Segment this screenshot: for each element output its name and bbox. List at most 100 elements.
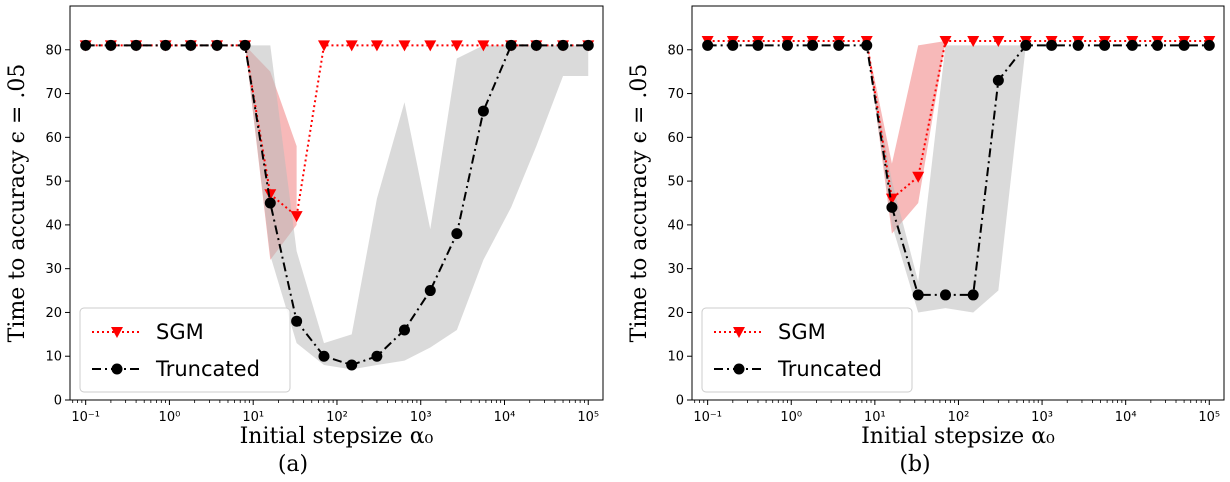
point-truncated bbox=[582, 39, 594, 51]
y-tick-label: 70 bbox=[45, 87, 62, 102]
x-tick-label: 10¹ bbox=[242, 410, 264, 425]
legend-label: SGM bbox=[156, 320, 204, 344]
point-sgm bbox=[939, 36, 952, 48]
point-sgm bbox=[967, 36, 980, 48]
x-tick-label: 10³ bbox=[1031, 410, 1053, 425]
x-tick-label: 10⁰ bbox=[159, 410, 181, 425]
point-truncated bbox=[807, 39, 819, 51]
y-tick-label: 0 bbox=[676, 394, 684, 409]
point-sgm bbox=[450, 40, 463, 52]
point-truncated bbox=[424, 285, 436, 297]
legend-marker-sgm bbox=[111, 327, 123, 338]
point-truncated bbox=[185, 39, 197, 51]
y-tick-label: 60 bbox=[667, 131, 684, 146]
point-truncated bbox=[398, 324, 410, 336]
y-tick-label: 30 bbox=[667, 262, 684, 277]
point-sgm bbox=[424, 40, 437, 52]
x-tick-label: 10² bbox=[326, 410, 348, 425]
chart-panel-2: 0 10 20 30 40 50 60 70 80 10⁻¹ 10⁰ 10¹ 10² 10³ 10⁴ 10⁵ I… bbox=[627, 5, 1225, 477]
point-truncated bbox=[451, 228, 463, 240]
point-truncated bbox=[505, 39, 517, 51]
legend-label: SGM bbox=[778, 320, 826, 344]
x-tick-label: 10² bbox=[948, 410, 970, 425]
y-tick-label: 70 bbox=[667, 87, 684, 102]
y-tick-label: 10 bbox=[45, 350, 62, 365]
band-truncated bbox=[245, 45, 589, 370]
legend-marker-truncated bbox=[733, 363, 745, 375]
point-truncated bbox=[477, 105, 489, 117]
point-truncated bbox=[130, 39, 142, 51]
point-truncated bbox=[781, 39, 793, 51]
point-truncated bbox=[557, 39, 569, 51]
x-tick-label: 10⁵ bbox=[577, 410, 599, 425]
point-sgm bbox=[912, 171, 925, 183]
point-truncated bbox=[752, 39, 764, 51]
y-axis-label: Time to accuracy ϵ = .05 bbox=[627, 64, 652, 343]
point-truncated bbox=[940, 289, 952, 301]
point-truncated bbox=[160, 39, 172, 51]
legend-marker-truncated bbox=[111, 363, 123, 375]
y-tick-label: 40 bbox=[667, 218, 684, 233]
x-axis-label: Initial stepsize α₀ bbox=[861, 424, 1055, 449]
point-truncated bbox=[1126, 39, 1138, 51]
point-sgm bbox=[477, 40, 490, 52]
y-tick-label: 30 bbox=[45, 262, 62, 277]
legend-label: Truncated bbox=[777, 357, 882, 381]
point-truncated bbox=[80, 39, 92, 51]
y-tick-label: 20 bbox=[45, 306, 62, 321]
point-sgm bbox=[317, 40, 330, 52]
point-sgm bbox=[370, 40, 383, 52]
y-axis-label: Time to accuracy ϵ = .05 bbox=[5, 64, 30, 343]
x-tick-label: 10⁻¹ bbox=[693, 410, 722, 425]
chart-panel-1: 0 10 20 30 40 50 60 70 80 10⁻¹ 10⁰ 10¹ 10² 10³ 10⁴ 10⁵ I… bbox=[5, 5, 604, 477]
point-truncated bbox=[291, 315, 303, 327]
point-sgm bbox=[345, 40, 358, 52]
point-truncated bbox=[1151, 39, 1163, 51]
x-tick-label: 10³ bbox=[410, 410, 432, 425]
legend: SGM Truncated bbox=[79, 307, 291, 393]
point-truncated bbox=[1178, 39, 1190, 51]
y-tick-label: 80 bbox=[45, 43, 62, 58]
point-truncated bbox=[318, 350, 330, 362]
y-tick-label: 40 bbox=[45, 218, 62, 233]
point-sgm bbox=[290, 211, 303, 223]
y-tick-label: 60 bbox=[45, 131, 62, 146]
x-tick-label: 10⁰ bbox=[780, 410, 802, 425]
point-truncated bbox=[1099, 39, 1111, 51]
x-tick-label: 10⁵ bbox=[1198, 410, 1220, 425]
x-tick-label: 10¹ bbox=[864, 410, 886, 425]
point-truncated bbox=[105, 39, 117, 51]
band-truncated bbox=[866, 45, 1026, 313]
point-truncated bbox=[727, 39, 739, 51]
point-truncated bbox=[264, 197, 276, 209]
point-truncated bbox=[912, 289, 924, 301]
y-tick-label: 20 bbox=[667, 306, 684, 321]
y-tick-label: 0 bbox=[54, 394, 62, 409]
point-truncated bbox=[1203, 39, 1215, 51]
series-line-sgm bbox=[707, 40, 1210, 201]
point-truncated bbox=[702, 39, 714, 51]
x-axis-label: Initial stepsize α₀ bbox=[240, 424, 434, 449]
point-sgm bbox=[398, 40, 411, 52]
y-tick-label: 10 bbox=[667, 350, 684, 365]
y-tick-label: 50 bbox=[667, 175, 684, 190]
point-sgm bbox=[885, 193, 898, 205]
y-tick-label: 50 bbox=[45, 175, 62, 190]
panel-caption: (a) bbox=[278, 452, 308, 477]
point-truncated bbox=[530, 39, 542, 51]
point-truncated bbox=[833, 39, 845, 51]
point-sgm bbox=[264, 189, 277, 201]
point-truncated bbox=[861, 39, 873, 51]
point-truncated bbox=[239, 39, 251, 51]
x-tick-label: 10⁴ bbox=[494, 410, 516, 425]
legend-box bbox=[79, 307, 291, 393]
legend-marker-sgm bbox=[733, 327, 745, 338]
x-tick-label: 10⁻¹ bbox=[71, 410, 100, 425]
point-truncated bbox=[992, 74, 1004, 86]
point-truncated bbox=[967, 289, 979, 301]
point-truncated bbox=[886, 201, 898, 213]
point-truncated bbox=[1072, 39, 1084, 51]
legend: SGM Truncated bbox=[701, 307, 913, 393]
y-tick-label: 80 bbox=[667, 43, 684, 58]
